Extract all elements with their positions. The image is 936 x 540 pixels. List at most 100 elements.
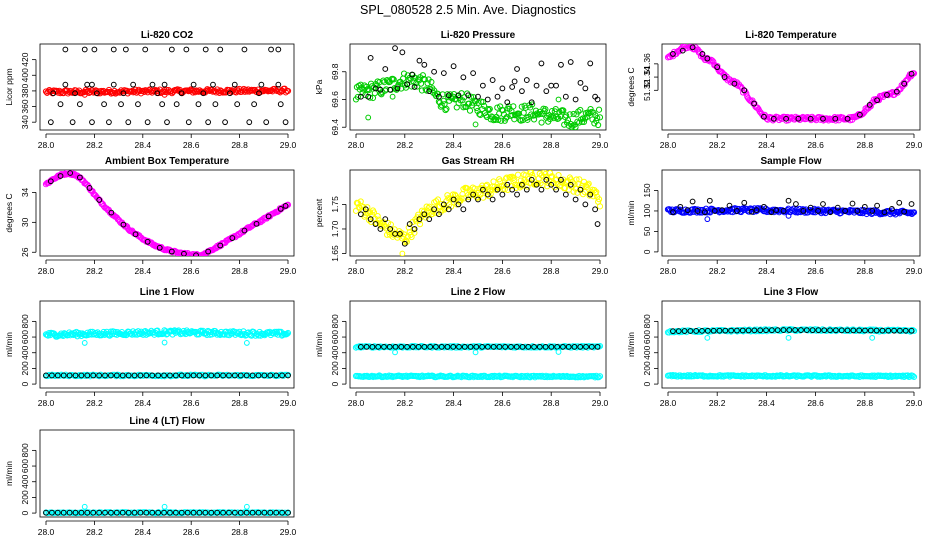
data-point [365,114,372,121]
panel-title: Li-820 Pressure [441,30,516,41]
data-point [214,509,221,516]
plot-frame [39,300,295,389]
data-point [113,509,120,516]
data-point [516,116,524,123]
data-point [229,235,236,241]
data-point [196,509,203,516]
x-tick-label: 28.2 [86,398,103,408]
data-point [445,206,452,213]
data-point [184,509,191,516]
data-point [508,343,514,350]
data-point [465,196,472,203]
data-point [426,216,433,223]
data-point [564,116,572,124]
data-point [519,343,526,350]
data-point [154,90,161,97]
data-point [689,198,696,205]
data-point [687,328,694,334]
data-point [511,78,518,85]
x-tick-label: 28.2 [709,398,726,408]
y-tick-label: 51.34 [642,66,652,88]
data-point [518,103,525,110]
data-point [670,209,676,216]
data-point [908,70,915,77]
data-point [594,221,601,227]
x-tick-label: 28.8 [231,266,248,276]
chart-panel-rh: Gas Stream RH percent 28.0 28.2 28.4 28.6 28.8… [314,156,609,276]
data-point [548,82,555,89]
series-avg [670,44,915,122]
series-avg [670,197,915,216]
plot-frame [349,43,607,131]
data-point [375,343,382,350]
data-point [102,509,108,516]
data-point [820,115,826,122]
data-point [208,509,215,516]
data-point [200,90,207,97]
data-point [491,183,498,190]
data-point [161,372,167,379]
data-point [543,88,550,95]
chart-panel-licor_temp: Li-820 Temperature degrees C 28.0 28.2 28.4 2… [626,30,923,150]
data-point [704,216,711,223]
plot-frame [661,43,921,131]
data-point [178,90,185,97]
data-point [122,46,129,53]
x-tick-label: 28.8 [543,140,560,150]
data-point [484,191,491,198]
data-point [193,252,199,256]
data-point [251,101,258,108]
data-point [275,81,282,88]
y-tick-label: 1.65 [330,245,340,262]
data-point [143,372,150,379]
data-point [577,343,584,350]
series-avg [357,343,601,350]
series-avg-inner [81,503,250,510]
data-point [365,93,372,100]
data-point [137,372,144,379]
data-point [543,176,550,183]
data-point [542,343,549,350]
data-point [552,105,559,113]
series-avg [670,327,915,335]
data-point [155,509,162,516]
data-point [585,180,592,187]
data-point [47,178,54,185]
data-point [167,372,173,379]
chart-panel-pressure: Li-820 Pressure kPa 28.0 28.2 28.4 28.6 28.8 29… [314,30,609,150]
data-point [761,203,767,210]
data-point [467,343,474,350]
x-tick-label: 28.6 [494,140,511,150]
data-point [72,90,78,97]
data-point [369,343,376,350]
data-point [231,81,238,88]
y-axis-label: Licor ppm [4,68,14,105]
data-point [461,343,468,350]
data-point [460,74,467,81]
data-point [91,46,98,53]
y-tick-label: 200 [330,361,340,375]
y-tick-label: 600 [642,330,652,344]
data-point [108,509,114,516]
data-point [438,343,445,350]
data-point [591,186,598,194]
y-tick-label: 51.36 [642,53,652,75]
data-point [566,111,573,118]
x-tick-label: 29.0 [280,527,297,537]
data-point [120,221,127,228]
series-avg-inner [399,250,406,256]
data-point [202,372,209,379]
data-point [161,81,168,88]
data-point [164,119,170,126]
y-tick-label: 600 [330,330,340,344]
data-point [202,509,209,516]
data-point [433,343,439,350]
data-point [220,372,226,379]
plot-data [664,197,918,223]
data-point [480,98,487,106]
data-point [849,200,856,207]
data-point [93,90,100,97]
x-tick-label: 28.6 [183,398,200,408]
data-point [455,201,462,208]
data-point [538,119,545,126]
